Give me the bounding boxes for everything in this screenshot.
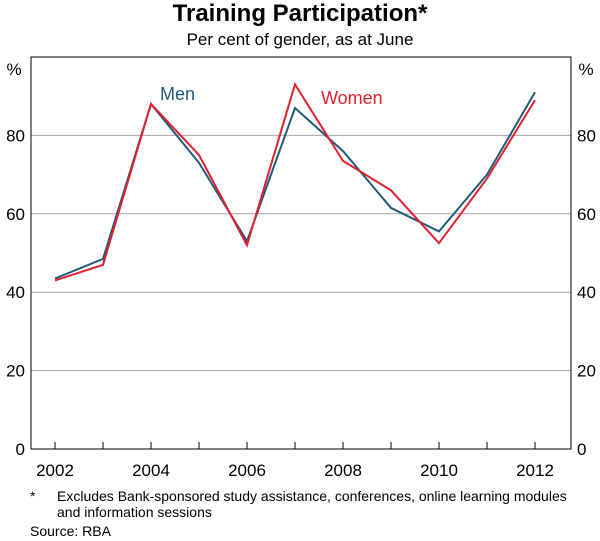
x-tick-label-2012: 2012 (516, 461, 554, 480)
y-tick-label-right-0: 0 (577, 440, 586, 459)
series-lines (54, 81, 536, 282)
x-tick-label-2010: 2010 (420, 461, 458, 480)
x-tick-label-2002: 2002 (36, 461, 74, 480)
footnote-marker: * (30, 488, 36, 504)
y-tick-label-left-0: 0 (16, 440, 25, 459)
line-chart: 0 0 20 20 40 40 60 60 80 80 2002 2004 2006 2008 2010 20… (6, 56, 596, 480)
series-label-men: Men (160, 84, 195, 104)
chart-subtitle: Per cent of gender, as at June (186, 30, 414, 49)
x-tick-label-2004: 2004 (132, 461, 170, 480)
footnote-text: Excludes Bank-sponsored study assistance… (57, 488, 567, 520)
y-tick-label-right-40: 40 (577, 283, 596, 302)
series-line-women (54, 81, 536, 282)
x-tick-label-2006: 2006 (228, 461, 266, 480)
y-tick-label-left-80: 80 (6, 126, 25, 145)
y-tick-label-left-40: 40 (6, 283, 25, 302)
y-tick-label-right-20: 20 (577, 362, 596, 381)
y-axis-unit-right: % (578, 60, 593, 79)
series-label-women: Women (321, 88, 383, 108)
y-tick-label-right-80: 80 (577, 126, 596, 145)
gridlines (31, 134, 571, 372)
axis-ticks (54, 442, 536, 449)
y-tick-label-right-60: 60 (577, 205, 596, 224)
axis-labels: 0 0 20 20 40 40 60 60 80 80 2002 2004 2006 2008 2010 20… (6, 126, 596, 480)
y-axis-unit-left: % (6, 60, 21, 79)
x-tick-label-2008: 2008 (324, 461, 362, 480)
source-note: Source: RBA (30, 523, 111, 539)
y-tick-label-left-20: 20 (6, 362, 25, 381)
plot-frame (30, 56, 572, 450)
chart-title: Training Participation* (172, 0, 428, 27)
y-tick-label-left-60: 60 (6, 205, 25, 224)
